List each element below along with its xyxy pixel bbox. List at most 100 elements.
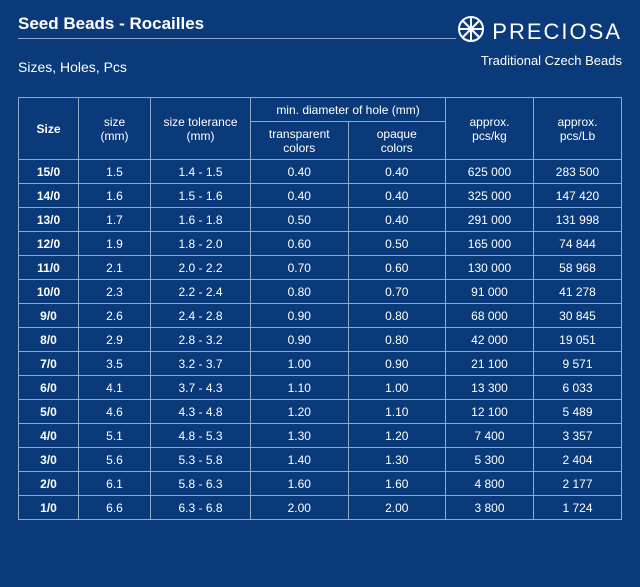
cell-mm: 2.6 xyxy=(79,304,151,328)
cell-kg: 68 000 xyxy=(446,304,534,328)
cell-o: 0.40 xyxy=(348,208,446,232)
cell-o: 0.60 xyxy=(348,256,446,280)
cell-mm: 1.6 xyxy=(79,184,151,208)
cell-t: 1.40 xyxy=(251,448,349,472)
header-right: PRECIOSA Traditional Czech Beads xyxy=(456,14,622,68)
cell-lb: 5 489 xyxy=(534,400,622,424)
table-row: 14/01.61.5 - 1.60.400.40325 000147 420 xyxy=(19,184,622,208)
table-row: 6/04.13.7 - 4.31.101.0013 3006 033 xyxy=(19,376,622,400)
header: Seed Beads - Rocailles Sizes, Holes, Pcs xyxy=(18,14,622,75)
cell-lb: 2 404 xyxy=(534,448,622,472)
cell-kg: 21 100 xyxy=(446,352,534,376)
cell-o: 0.80 xyxy=(348,328,446,352)
cell-lb: 2 177 xyxy=(534,472,622,496)
cell-lb: 9 571 xyxy=(534,352,622,376)
cell-t: 1.00 xyxy=(251,352,349,376)
cell-mm: 1.7 xyxy=(79,208,151,232)
brand-tagline: Traditional Czech Beads xyxy=(456,53,622,68)
cell-tol: 2.4 - 2.8 xyxy=(151,304,251,328)
cell-tol: 3.2 - 3.7 xyxy=(151,352,251,376)
col-hole-transparent-label: transparentcolors xyxy=(269,127,330,155)
cell-size: 14/0 xyxy=(19,184,79,208)
cell-tol: 5.3 - 5.8 xyxy=(151,448,251,472)
cell-size: 6/0 xyxy=(19,376,79,400)
cell-lb: 3 357 xyxy=(534,424,622,448)
table-row: 9/02.62.4 - 2.80.900.8068 00030 845 xyxy=(19,304,622,328)
cell-size: 15/0 xyxy=(19,160,79,184)
cell-size: 3/0 xyxy=(19,448,79,472)
table-wrap: Size size(mm) size tolerance(mm) min. di… xyxy=(18,97,622,520)
cell-lb: 147 420 xyxy=(534,184,622,208)
cell-tol: 1.8 - 2.0 xyxy=(151,232,251,256)
cell-mm: 2.9 xyxy=(79,328,151,352)
cell-t: 0.50 xyxy=(251,208,349,232)
cell-t: 0.80 xyxy=(251,280,349,304)
cell-t: 0.90 xyxy=(251,304,349,328)
table-row: 2/06.15.8 - 6.31.601.604 8002 177 xyxy=(19,472,622,496)
cell-kg: 291 000 xyxy=(446,208,534,232)
cell-t: 0.70 xyxy=(251,256,349,280)
col-tolerance: size tolerance(mm) xyxy=(151,98,251,160)
cell-size: 9/0 xyxy=(19,304,79,328)
cell-o: 0.40 xyxy=(348,184,446,208)
col-size-mm: size(mm) xyxy=(79,98,151,160)
table-row: 7/03.53.2 - 3.71.000.9021 1009 571 xyxy=(19,352,622,376)
col-hole-opaque: opaquecolors xyxy=(348,122,446,160)
cell-o: 1.20 xyxy=(348,424,446,448)
cell-kg: 625 000 xyxy=(446,160,534,184)
cell-lb: 19 051 xyxy=(534,328,622,352)
table-row: 3/05.65.3 - 5.81.401.305 3002 404 xyxy=(19,448,622,472)
table-row: 10/02.32.2 - 2.40.800.7091 00041 278 xyxy=(19,280,622,304)
col-size: Size xyxy=(19,98,79,160)
cell-mm: 2.1 xyxy=(79,256,151,280)
col-pcs-kg-label: approx.pcs/kg xyxy=(469,115,509,143)
cell-tol: 1.6 - 1.8 xyxy=(151,208,251,232)
header-left: Seed Beads - Rocailles Sizes, Holes, Pcs xyxy=(18,14,456,75)
cell-lb: 1 724 xyxy=(534,496,622,520)
cell-t: 1.60 xyxy=(251,472,349,496)
cell-lb: 74 844 xyxy=(534,232,622,256)
cell-t: 2.00 xyxy=(251,496,349,520)
cell-t: 0.40 xyxy=(251,184,349,208)
cell-size: 4/0 xyxy=(19,424,79,448)
table-head: Size size(mm) size tolerance(mm) min. di… xyxy=(19,98,622,160)
cell-o: 0.50 xyxy=(348,232,446,256)
table-row: 4/05.14.8 - 5.31.301.207 4003 357 xyxy=(19,424,622,448)
page-title: Seed Beads - Rocailles xyxy=(18,14,456,34)
col-tolerance-label: size tolerance(mm) xyxy=(163,115,237,143)
cell-t: 1.30 xyxy=(251,424,349,448)
cell-size: 5/0 xyxy=(19,400,79,424)
table-row: 5/04.64.3 - 4.81.201.1012 1005 489 xyxy=(19,400,622,424)
cell-mm: 2.3 xyxy=(79,280,151,304)
cell-o: 1.60 xyxy=(348,472,446,496)
cell-t: 0.90 xyxy=(251,328,349,352)
col-hole-group-label: min. diameter of hole (mm) xyxy=(276,103,419,117)
cell-o: 2.00 xyxy=(348,496,446,520)
col-size-mm-label: size(mm) xyxy=(101,115,129,143)
cell-lb: 131 998 xyxy=(534,208,622,232)
cell-lb: 6 033 xyxy=(534,376,622,400)
cell-tol: 2.0 - 2.2 xyxy=(151,256,251,280)
cell-tol: 2.2 - 2.4 xyxy=(151,280,251,304)
cell-o: 0.40 xyxy=(348,160,446,184)
cell-tol: 4.8 - 5.3 xyxy=(151,424,251,448)
table-row: 11/02.12.0 - 2.20.700.60130 00058 968 xyxy=(19,256,622,280)
cell-tol: 1.5 - 1.6 xyxy=(151,184,251,208)
cell-lb: 283 500 xyxy=(534,160,622,184)
cell-kg: 5 300 xyxy=(446,448,534,472)
cell-mm: 5.1 xyxy=(79,424,151,448)
cell-size: 2/0 xyxy=(19,472,79,496)
cell-kg: 325 000 xyxy=(446,184,534,208)
cell-t: 0.60 xyxy=(251,232,349,256)
cell-kg: 7 400 xyxy=(446,424,534,448)
cell-o: 0.70 xyxy=(348,280,446,304)
cell-kg: 13 300 xyxy=(446,376,534,400)
table-row: 15/01.51.4 - 1.50.400.40625 000283 500 xyxy=(19,160,622,184)
cell-size: 12/0 xyxy=(19,232,79,256)
cell-t: 1.20 xyxy=(251,400,349,424)
page-subtitle: Sizes, Holes, Pcs xyxy=(18,59,456,75)
cell-t: 0.40 xyxy=(251,160,349,184)
col-hole-group: min. diameter of hole (mm) xyxy=(251,98,446,122)
cell-tol: 4.3 - 4.8 xyxy=(151,400,251,424)
star-icon xyxy=(456,14,486,49)
